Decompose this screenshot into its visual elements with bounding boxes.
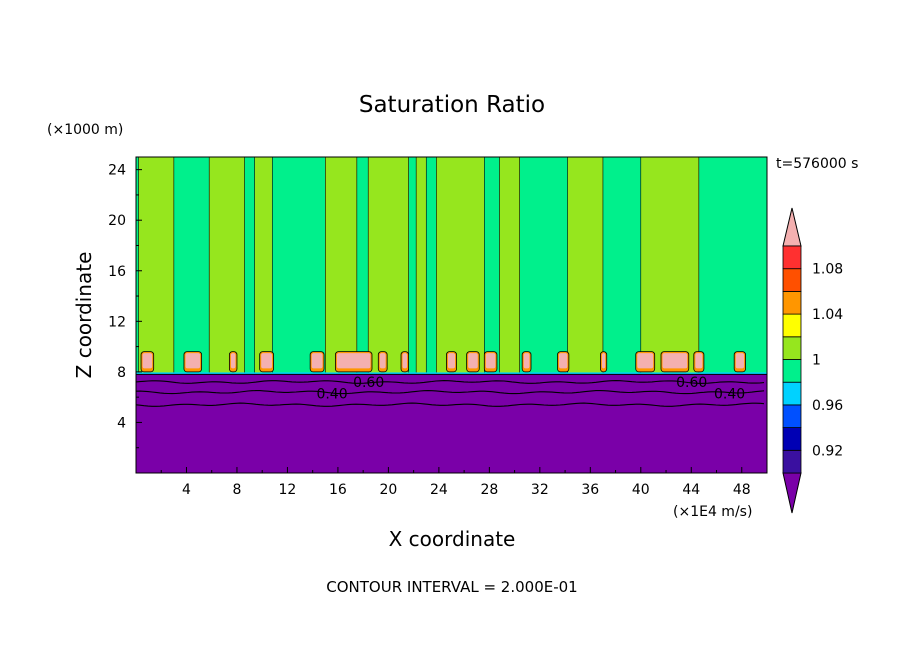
y-axis: 4 8 12 16 20 24 <box>108 163 142 449</box>
y-tick-label: 12 <box>108 314 126 330</box>
supersaturated-cap <box>695 353 703 369</box>
saturated-column <box>367 156 409 375</box>
saturated-column <box>415 156 427 375</box>
colorbar-swatch <box>782 427 802 451</box>
x-tick-label: 20 <box>379 482 397 498</box>
supersaturated-cap <box>261 353 273 369</box>
y-tick-label: 24 <box>108 163 126 179</box>
supersaturated-cap <box>336 353 371 369</box>
saturated-column <box>324 156 358 375</box>
x-tick-label: 44 <box>682 482 700 498</box>
colorbar-swatch <box>782 381 802 406</box>
colorbar-over-arrow <box>782 207 802 247</box>
contour-line <box>135 380 765 384</box>
colorbar: 0.92 0.96 1 1.04 1.08 <box>782 207 843 514</box>
supersaturated-cap <box>230 353 236 369</box>
saturated-column <box>254 156 273 375</box>
colorbar-label: 1 <box>812 353 821 369</box>
supersaturated-cap <box>185 353 201 369</box>
contour-label: 0.60 <box>676 375 707 391</box>
y-axis-label: Z coordinate <box>72 252 96 379</box>
x-axis: 4 8 12 16 20 24 28 32 36 40 44 48 <box>160 467 751 498</box>
contour-line <box>135 390 765 395</box>
x-tick-label: 24 <box>430 482 448 498</box>
supersaturated-cap <box>468 353 478 369</box>
contour-line <box>135 402 765 407</box>
saturated-column <box>640 156 700 375</box>
transition-band <box>136 372 767 375</box>
y-tick-label: 4 <box>117 415 126 431</box>
colorbar-swatch <box>782 404 802 428</box>
colorbar-swatch <box>782 245 802 270</box>
colorbar-under-arrow <box>782 472 802 514</box>
x-tick-label: 32 <box>531 482 549 498</box>
y-tick-label: 20 <box>108 213 126 229</box>
contour-interval-footer: CONTOUR INTERVAL = 2.000E-01 <box>326 578 577 596</box>
saturated-column <box>436 156 485 375</box>
saturated-column <box>499 156 520 375</box>
x-tick-label: 16 <box>329 482 347 498</box>
colorbar-label: 0.96 <box>812 398 843 414</box>
y-tick-label: 8 <box>117 365 126 381</box>
supersaturated-cap <box>485 353 496 369</box>
colorbar-label: 0.92 <box>812 443 843 459</box>
supersaturated-cap <box>662 353 688 369</box>
contour-plot-area <box>136 156 767 473</box>
supersaturated-cap <box>637 353 654 369</box>
contour-label: 0.40 <box>316 386 347 402</box>
colorbar-swatch <box>782 268 802 292</box>
saturated-column <box>208 156 245 375</box>
supersaturated-cap <box>523 353 530 369</box>
supersaturated-cap <box>402 353 408 369</box>
contour-label: 0.60 <box>353 375 384 391</box>
supersaturated-cap <box>447 353 456 369</box>
contour-lines: 0.60 0.40 0.60 0.40 <box>135 373 767 407</box>
colorbar-swatch <box>782 449 802 474</box>
colorbar-label: 1.04 <box>812 307 843 323</box>
supersaturated-cap <box>735 353 745 369</box>
plot-frame <box>135 156 768 474</box>
y-unit-label: (×1000 m) <box>47 122 123 138</box>
supersaturated-cap <box>142 353 153 369</box>
x-unit-label: (×1E4 m/s) <box>673 504 752 520</box>
x-tick-label: 4 <box>182 482 191 498</box>
colorbar-swatch <box>782 313 802 338</box>
x-tick-label: 12 <box>279 482 297 498</box>
chart-title: Saturation Ratio <box>359 92 545 118</box>
x-tick-label: 8 <box>232 482 241 498</box>
colorbar-swatch <box>782 359 802 383</box>
contour-label: 0.40 <box>714 386 745 402</box>
x-axis-label: X coordinate <box>389 527 516 551</box>
saturated-column <box>138 156 175 375</box>
time-label: t=576000 s <box>776 156 858 172</box>
saturated-column <box>567 156 604 375</box>
x-tick-label: 36 <box>581 482 599 498</box>
x-tick-label: 40 <box>632 482 650 498</box>
colorbar-label: 1.08 <box>812 262 843 278</box>
colorbar-swatch <box>782 336 802 360</box>
colorbar-swatch <box>782 290 802 315</box>
x-tick-label: 48 <box>733 482 751 498</box>
supersaturated-cap <box>311 353 323 369</box>
supersaturated-cap <box>601 353 606 369</box>
dry-lower-layer <box>136 374 767 473</box>
x-tick-label: 28 <box>480 482 498 498</box>
supersaturated-cap <box>559 353 568 369</box>
y-tick-label: 16 <box>108 264 126 280</box>
supersaturated-cap <box>379 353 386 369</box>
